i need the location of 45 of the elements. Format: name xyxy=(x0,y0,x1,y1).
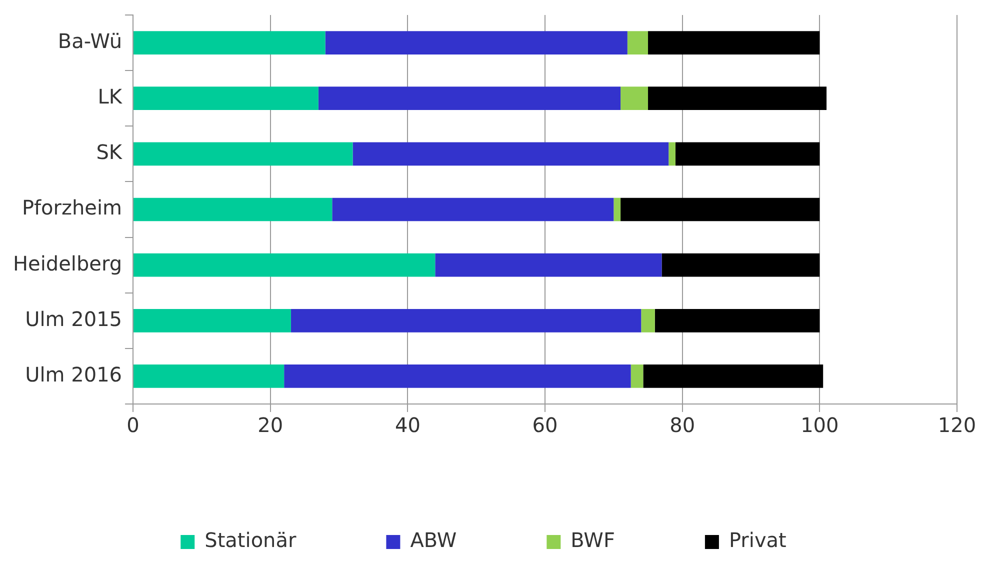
x-tick-label: 120 xyxy=(938,413,976,438)
bar xyxy=(620,86,648,110)
bar xyxy=(134,364,284,388)
legend-label: BWF xyxy=(570,528,615,552)
y-tick-label: SK xyxy=(96,140,123,164)
bar xyxy=(620,198,820,222)
y-tick-label: Ulm 2015 xyxy=(25,306,122,331)
bar xyxy=(134,86,318,110)
bar xyxy=(352,142,669,166)
legend-label: ABW xyxy=(410,528,457,552)
x-tick-label: 80 xyxy=(670,413,696,438)
bar xyxy=(134,253,436,277)
bar xyxy=(641,308,655,332)
y-tick-label: Heidelberg xyxy=(12,251,122,276)
y-tick-label: Pforzheim xyxy=(22,196,122,220)
bar xyxy=(627,31,648,54)
x-tick-label: 60 xyxy=(532,413,558,438)
y-tick-label: Ba-Wü xyxy=(58,28,122,53)
bar xyxy=(654,308,820,332)
bar xyxy=(284,364,631,388)
legend-label: Privat xyxy=(728,528,787,552)
bar xyxy=(332,198,614,222)
bar xyxy=(668,142,676,166)
bar xyxy=(134,198,332,222)
bar xyxy=(325,31,628,54)
bar xyxy=(648,31,820,54)
bar xyxy=(318,86,621,110)
bar xyxy=(675,142,820,166)
x-tick-label: 0 xyxy=(126,413,140,438)
x-tick-label: 40 xyxy=(394,413,420,438)
bar xyxy=(435,253,662,277)
y-tick-label: LK xyxy=(98,84,123,109)
x-tick-label: 100 xyxy=(800,413,839,438)
bar xyxy=(134,308,291,332)
bar xyxy=(290,308,642,332)
y-tick-label: Ulm 2016 xyxy=(25,362,122,386)
bar xyxy=(648,86,827,110)
x-tick-label: 20 xyxy=(258,413,284,438)
bar xyxy=(630,364,644,388)
legend-label: Stationär xyxy=(204,528,297,552)
bar xyxy=(134,31,326,54)
bar xyxy=(614,198,621,222)
bar xyxy=(662,253,820,277)
bar xyxy=(643,364,824,388)
bar xyxy=(134,142,353,166)
